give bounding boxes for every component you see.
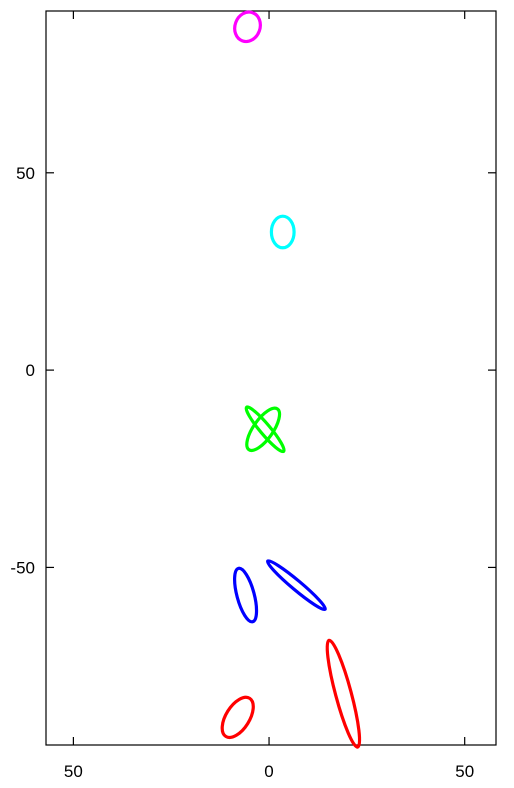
- ellipse-8: [325, 638, 362, 749]
- y-tick-label: 50: [16, 164, 35, 183]
- y-tick-label: -50: [10, 558, 35, 577]
- data-marks: [220, 10, 362, 749]
- x-axis: 50 0 50: [64, 11, 474, 781]
- ellipse-4: [244, 405, 286, 454]
- plot-border: [45, 10, 497, 746]
- x-tick-label: 50: [455, 762, 474, 781]
- ellipse-6: [265, 559, 327, 612]
- ellipse-7: [220, 695, 255, 740]
- ellipse-1: [233, 10, 262, 44]
- plot-frame: [45, 10, 497, 746]
- ellipse-2: [269, 214, 296, 250]
- x-tick-label: 0: [264, 762, 273, 781]
- x-tick-label: 50: [64, 762, 83, 781]
- y-axis: 50 0 -50: [10, 164, 496, 577]
- y-tick-label: 0: [26, 361, 35, 380]
- ellipse-5: [232, 566, 259, 624]
